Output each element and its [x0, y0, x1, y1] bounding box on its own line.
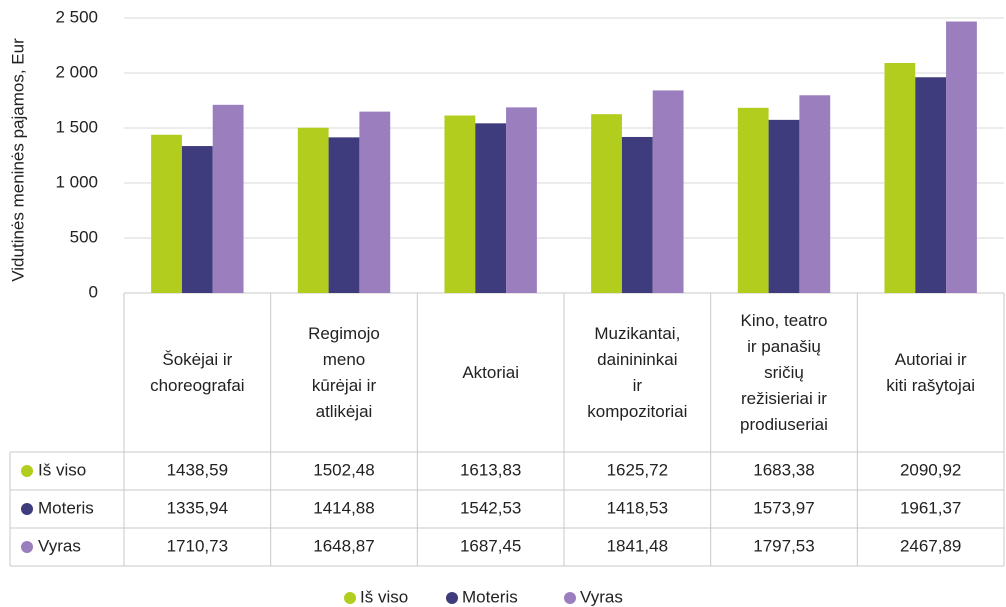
table-value: 1418,53 [607, 498, 668, 517]
table-value: 1573,97 [753, 498, 814, 517]
table-series-name: Vyras [38, 536, 81, 555]
bar [591, 114, 622, 293]
y-axis-label: Vidutinės meninės pajamos, Eur [8, 38, 27, 282]
bar [328, 137, 360, 293]
legend-label: Vyras [580, 587, 623, 606]
table-value: 2090,92 [900, 460, 961, 479]
table-value: 1710,73 [167, 536, 228, 555]
bar [444, 115, 476, 293]
x-tick-label: Muzikantai, dainininkai ir kompozitoriai [587, 323, 688, 421]
y-tick-label: 2 500 [55, 7, 98, 26]
legend-marker [344, 592, 356, 604]
x-tick-label: Regimojo meno kūrėjai ir atlikėjai [308, 323, 380, 421]
bar [915, 77, 947, 293]
bar [799, 95, 831, 293]
table-series-name: Moteris [38, 498, 94, 517]
table-value: 1841,48 [607, 536, 668, 555]
legend-marker [446, 592, 458, 604]
table-legend-marker [21, 503, 33, 515]
table-legend-marker [21, 465, 33, 477]
y-tick-label: 2 000 [55, 62, 98, 81]
bar [151, 134, 182, 293]
table-value: 1502,48 [313, 460, 374, 479]
x-tick-label: Kino, teatro ir panašių sričių režisieri… [740, 310, 828, 434]
table-value: 1687,45 [460, 536, 521, 555]
table-value: 1961,37 [900, 498, 961, 517]
category-cell: Regimojo meno kūrėjai ir atlikėjai [308, 323, 380, 421]
bar [884, 62, 916, 294]
category-cell: Šokėjai ir choreografai [150, 349, 245, 395]
category-cell: Autoriai ir kiti rašytojai [886, 349, 976, 395]
bar [506, 107, 537, 294]
legend-label: Iš viso [360, 587, 408, 606]
table-value: 1438,59 [167, 460, 228, 479]
legend-label: Moteris [462, 587, 518, 606]
category-cell: Muzikantai, dainininkai ir kompozitoriai [587, 323, 688, 421]
bar [212, 104, 244, 293]
table-value: 1542,53 [460, 498, 521, 517]
x-tick-label: Aktoriai [462, 362, 519, 382]
x-tick-label: Autoriai ir kiti rašytojai [886, 349, 976, 395]
y-tick-label: 500 [70, 227, 98, 246]
y-tick-label: 1 500 [55, 117, 98, 136]
table-value: 1335,94 [167, 498, 228, 517]
bar [181, 146, 213, 293]
table-value: 2467,89 [900, 536, 961, 555]
table-value: 1683,38 [753, 460, 814, 479]
bar [652, 90, 684, 294]
table-legend-marker [21, 541, 33, 553]
category-cell: Aktoriai [462, 362, 519, 382]
table-series-name: Iš viso [38, 460, 86, 479]
bar [297, 127, 329, 293]
table-value: 1414,88 [313, 498, 374, 517]
category-cell: Kino, teatro ir panašių sričių režisieri… [740, 310, 828, 434]
y-tick-label: 1 000 [55, 172, 98, 191]
legend-marker [564, 592, 576, 604]
x-tick-label: Šokėjai ir choreografai [150, 349, 245, 395]
table-value: 1613,83 [460, 460, 521, 479]
table-value: 1625,72 [607, 460, 668, 479]
table-value: 1797,53 [753, 536, 814, 555]
bar [621, 136, 653, 293]
bar [737, 107, 769, 293]
y-tick-label: 0 [89, 282, 98, 301]
bar [359, 111, 391, 293]
table-value: 1648,87 [313, 536, 374, 555]
bar [475, 123, 507, 293]
bar [768, 119, 800, 293]
bar [946, 21, 977, 293]
